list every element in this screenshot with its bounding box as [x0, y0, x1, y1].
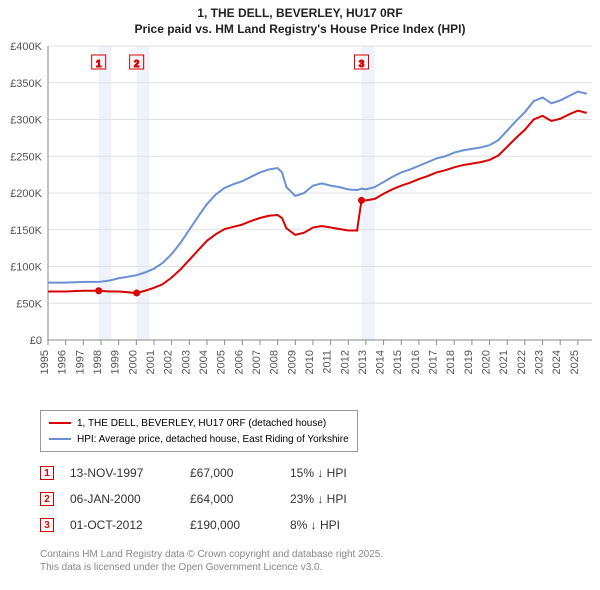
- svg-text:£350K: £350K: [10, 78, 42, 90]
- svg-text:£150K: £150K: [10, 225, 42, 237]
- svg-text:2020: 2020: [481, 350, 493, 374]
- svg-text:1: 1: [96, 59, 102, 70]
- svg-text:2023: 2023: [534, 350, 546, 374]
- svg-text:2010: 2010: [304, 350, 316, 374]
- svg-text:2022: 2022: [516, 350, 528, 374]
- sale-marker-icon: 3: [40, 518, 54, 532]
- svg-text:£250K: £250K: [10, 151, 42, 163]
- svg-text:2009: 2009: [286, 350, 298, 374]
- footer: Contains HM Land Registry data © Crown c…: [40, 548, 383, 574]
- svg-text:£200K: £200K: [10, 188, 42, 200]
- svg-text:1996: 1996: [57, 350, 69, 374]
- svg-text:2017: 2017: [428, 350, 440, 374]
- svg-text:£100K: £100K: [10, 262, 42, 274]
- svg-text:1998: 1998: [92, 350, 104, 374]
- sale-date: 06-JAN-2000: [70, 492, 190, 506]
- svg-text:2001: 2001: [145, 350, 157, 374]
- legend-swatch-hpi: [49, 438, 71, 440]
- svg-text:2012: 2012: [339, 350, 351, 374]
- svg-text:1999: 1999: [110, 350, 122, 374]
- sales-row: 3 01-OCT-2012£190,0008% ↓ HPI: [40, 512, 390, 538]
- svg-text:2000: 2000: [127, 350, 139, 374]
- svg-text:1997: 1997: [74, 350, 86, 374]
- svg-text:2021: 2021: [498, 350, 510, 374]
- svg-text:£0: £0: [30, 335, 42, 347]
- sale-diff: 23% ↓ HPI: [290, 492, 390, 506]
- sale-date: 13-NOV-1997: [70, 466, 190, 480]
- svg-text:2015: 2015: [392, 350, 404, 374]
- legend-swatch-property: [49, 422, 71, 424]
- title-line1: 1, THE DELL, BEVERLEY, HU17 0RF: [0, 6, 600, 22]
- chart-svg: £0 £50K £100K £150K £200K £250K £300K £350K £400…: [0, 40, 600, 404]
- svg-text:1995: 1995: [39, 350, 51, 374]
- sale-marker-icon: 2: [40, 492, 54, 506]
- legend-label-property: 1, THE DELL, BEVERLEY, HU17 0RF (detache…: [77, 418, 326, 429]
- sale-price: £67,000: [190, 466, 290, 480]
- title-line2: Price paid vs. HM Land Registry's House …: [0, 22, 600, 38]
- svg-text:2002: 2002: [163, 350, 175, 374]
- svg-text:2013: 2013: [357, 350, 369, 374]
- svg-text:2014: 2014: [375, 350, 387, 374]
- footer-line1: Contains HM Land Registry data © Crown c…: [40, 548, 383, 561]
- chart-title-block: 1, THE DELL, BEVERLEY, HU17 0RF Price pa…: [0, 0, 600, 39]
- legend-box: 1, THE DELL, BEVERLEY, HU17 0RF (detache…: [40, 410, 358, 452]
- svg-text:£50K: £50K: [16, 298, 42, 310]
- sales-row: 1 13-NOV-1997£67,00015% ↓ HPI: [40, 460, 390, 486]
- chart-area: £0 £50K £100K £150K £200K £250K £300K £350K £400…: [0, 40, 600, 404]
- legend-row: 1, THE DELL, BEVERLEY, HU17 0RF (detache…: [49, 415, 349, 431]
- svg-text:2016: 2016: [410, 350, 422, 374]
- svg-text:2025: 2025: [569, 350, 581, 374]
- sale-date: 01-OCT-2012: [70, 518, 190, 532]
- svg-text:2: 2: [134, 59, 140, 70]
- sale-diff: 15% ↓ HPI: [290, 466, 390, 480]
- sale-price: £190,000: [190, 518, 290, 532]
- svg-text:2024: 2024: [551, 350, 563, 374]
- sale-marker-icon: 1: [40, 466, 54, 480]
- svg-text:3: 3: [359, 59, 365, 70]
- svg-text:2003: 2003: [180, 350, 192, 374]
- svg-text:2006: 2006: [233, 350, 245, 374]
- svg-text:2019: 2019: [463, 350, 475, 374]
- svg-text:£400K: £400K: [10, 41, 42, 53]
- sale-price: £64,000: [190, 492, 290, 506]
- svg-text:2007: 2007: [251, 350, 263, 374]
- sales-row: 2 06-JAN-2000£64,00023% ↓ HPI: [40, 486, 390, 512]
- svg-text:2018: 2018: [445, 350, 457, 374]
- svg-text:2011: 2011: [322, 350, 334, 374]
- legend-row: HPI: Average price, detached house, East…: [49, 431, 349, 447]
- svg-text:2008: 2008: [269, 350, 281, 374]
- sales-table: 1 13-NOV-1997£67,00015% ↓ HPI 2 06-JAN-2000…: [40, 460, 390, 538]
- sale-diff: 8% ↓ HPI: [290, 518, 390, 532]
- legend-label-hpi: HPI: Average price, detached house, East…: [77, 434, 349, 445]
- svg-text:£300K: £300K: [10, 115, 42, 127]
- svg-text:2004: 2004: [198, 350, 210, 374]
- footer-line2: This data is licensed under the Open Gov…: [40, 561, 383, 574]
- svg-text:2005: 2005: [216, 350, 228, 374]
